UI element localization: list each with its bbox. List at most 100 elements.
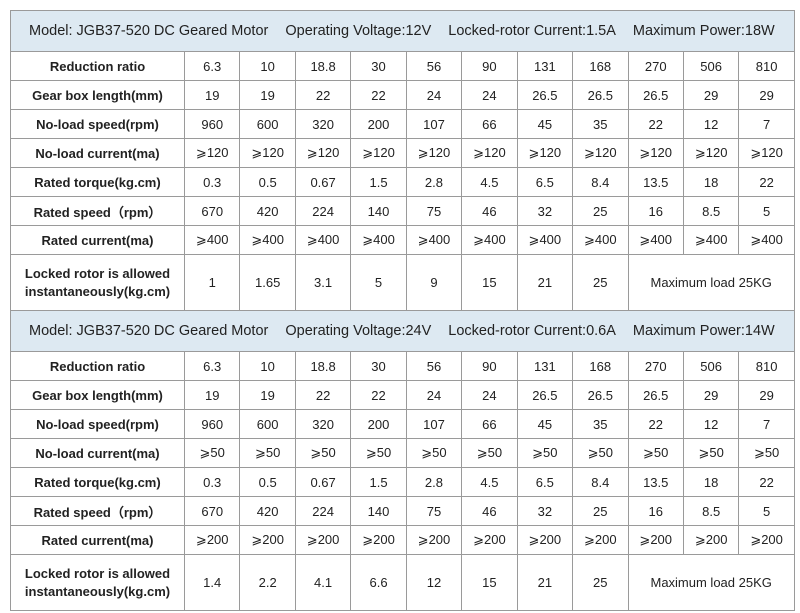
- cell: 107: [405, 409, 463, 439]
- row-label: Rated speed（rpm）: [10, 496, 185, 526]
- cell: 6.5: [516, 167, 574, 197]
- row-label: Locked rotor is allowed instantaneously(k…: [10, 554, 185, 611]
- cell: 22: [350, 80, 407, 110]
- cell: 29: [682, 80, 740, 110]
- cell: 46: [461, 496, 518, 526]
- cell: 0.3: [183, 167, 241, 197]
- cell: ⩾50: [682, 438, 740, 468]
- header-text: Maximum Power:14W: [632, 323, 775, 339]
- cell: ⩾50: [239, 438, 296, 468]
- spec-row: Rated current(ma) ⩾400 ⩾400 ⩾400 ⩾400 ⩾400 ⩾40…: [10, 225, 795, 255]
- cell: 960: [183, 409, 241, 439]
- cell: 90: [461, 351, 518, 381]
- cell: 1.65: [239, 254, 296, 311]
- cell: 26.5: [516, 380, 574, 410]
- row-label: Rated current(ma): [10, 525, 185, 555]
- cell: 25: [572, 254, 629, 311]
- cell: 420: [239, 196, 296, 226]
- cell: ⩾120: [239, 138, 296, 168]
- cell: 13.5: [627, 467, 684, 497]
- cell: 12: [682, 409, 740, 439]
- cell: 2.2: [239, 554, 296, 611]
- cell: 6.5: [516, 467, 574, 497]
- cell: ⩾200: [461, 525, 518, 555]
- cell: 9: [405, 254, 463, 311]
- cell: 107: [405, 109, 463, 139]
- cell: 18: [682, 467, 740, 497]
- cell: 7: [738, 409, 795, 439]
- cell: 200: [350, 409, 407, 439]
- cell: ⩾200: [183, 525, 241, 555]
- cell: 131: [516, 51, 574, 81]
- cell: 26.5: [516, 80, 574, 110]
- cell: 19: [239, 80, 296, 110]
- spec-table: Model: JGB37-520 DC Geared Motor Operatin…: [10, 10, 795, 611]
- cell: ⩾50: [350, 438, 407, 468]
- cell: 12: [405, 554, 463, 611]
- cell: 66: [461, 409, 518, 439]
- cell: 19: [183, 80, 241, 110]
- cell: 22: [350, 380, 407, 410]
- cell: 960: [183, 109, 241, 139]
- spec-row: Rated torque(kg.cm) 0.3 0.5 0.67 1.5 2.8 4.5 6.…: [10, 167, 795, 197]
- cell: 600: [239, 409, 296, 439]
- spec-row: Rated speed（rpm） 670 420 224 140 75 46 32 25 16 8.…: [10, 196, 795, 226]
- cell: ⩾200: [294, 525, 352, 555]
- cell: 19: [183, 380, 241, 410]
- cell: 18.8: [294, 51, 352, 81]
- cell: ⩾50: [183, 438, 241, 468]
- cell: 670: [183, 196, 241, 226]
- cell: ⩾400: [183, 225, 241, 255]
- cell: 600: [239, 109, 296, 139]
- cell: ⩾400: [627, 225, 684, 255]
- cell: 0.3: [183, 467, 241, 497]
- spec-row: Rated torque(kg.cm) 0.3 0.5 0.67 1.5 2.8 4.5 6.…: [10, 467, 795, 497]
- row-label-line: instantaneously(kg.cm): [24, 583, 171, 599]
- cell: 7: [738, 109, 795, 139]
- cell: 420: [239, 496, 296, 526]
- cell: 29: [738, 80, 795, 110]
- cell: 15: [461, 254, 518, 311]
- spec-tables: Model: JGB37-520 DC Geared Motor Operatin…: [10, 10, 795, 611]
- cell: 18.8: [294, 351, 352, 381]
- cell: 810: [738, 51, 795, 81]
- cell: 66: [461, 109, 518, 139]
- cell: 56: [405, 51, 463, 81]
- spec-row: Reduction ratio 6.3 10 18.8 30 56 90 131 168 270 5…: [10, 51, 795, 81]
- cell: 13.5: [627, 167, 684, 197]
- cell: 24: [461, 80, 518, 110]
- cell: 5: [738, 196, 795, 226]
- cell: ⩾400: [239, 225, 296, 255]
- cell: 140: [350, 196, 407, 226]
- cell: 1.5: [350, 167, 407, 197]
- cell: ⩾200: [350, 525, 407, 555]
- cell: 168: [572, 51, 629, 81]
- note-cell: Maximum load 25KG: [627, 254, 795, 311]
- cell: 1.4: [183, 554, 241, 611]
- cell: 18: [682, 167, 740, 197]
- header-text: Operating Voltage:24V: [285, 323, 432, 339]
- spec-row: No-load current(ma) ⩾120 ⩾120 ⩾120 ⩾120 ⩾120 ⩾…: [10, 138, 795, 168]
- spec-row: No-load current(ma) ⩾50 ⩾50 ⩾50 ⩾50 ⩾50 ⩾50 ⩾50…: [10, 438, 795, 468]
- cell: 224: [294, 196, 352, 226]
- spec-row: Gear box length(mm) 19 19 22 22 24 24 26.5 26.5 2…: [10, 380, 795, 410]
- cell: 506: [682, 51, 740, 81]
- cell: ⩾400: [572, 225, 629, 255]
- cell: ⩾400: [294, 225, 352, 255]
- cell: 19: [239, 380, 296, 410]
- spec-row: Locked rotor is allowed instantaneously(k…: [10, 554, 795, 611]
- cell: 6.6: [350, 554, 407, 611]
- row-label: No-load current(ma): [10, 438, 185, 468]
- cell: 35: [572, 409, 629, 439]
- row-label: Reduction ratio: [10, 51, 185, 81]
- cell: 5: [738, 496, 795, 526]
- cell: 22: [627, 109, 684, 139]
- cell: ⩾50: [405, 438, 463, 468]
- cell: ⩾120: [516, 138, 574, 168]
- cell: 21: [516, 554, 574, 611]
- cell: 8.5: [682, 496, 740, 526]
- cell: 45: [516, 109, 574, 139]
- cell: ⩾120: [405, 138, 463, 168]
- cell: ⩾50: [461, 438, 518, 468]
